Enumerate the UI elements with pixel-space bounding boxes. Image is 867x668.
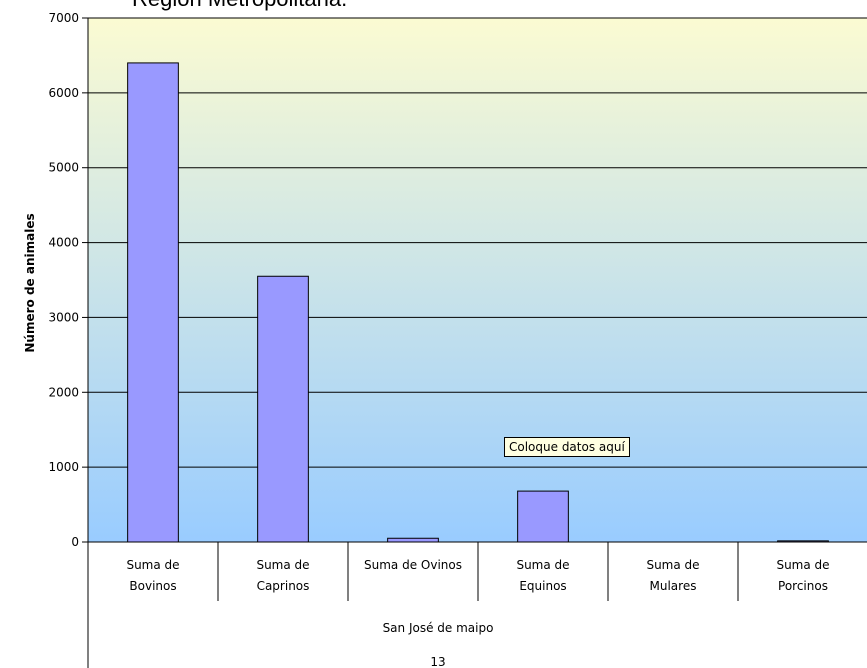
- plot-background: [88, 18, 867, 542]
- category-label: Suma de: [516, 558, 569, 572]
- category-label: Suma de: [776, 558, 829, 572]
- category-label: Caprinos: [257, 579, 310, 593]
- y-tick-label: 5000: [48, 161, 79, 175]
- category-label: Suma de: [646, 558, 699, 572]
- bar: [387, 537, 439, 543]
- category-label: Porcinos: [778, 579, 828, 593]
- group-label: San José de maipo: [383, 621, 494, 635]
- chart-title: Región Metropolitana.: [132, 0, 347, 12]
- y-tick-label: 7000: [48, 11, 79, 25]
- bar: [517, 490, 569, 543]
- category-label: Suma de Ovinos: [364, 558, 462, 572]
- bar: [257, 275, 309, 543]
- category-label: Mulares: [650, 579, 697, 593]
- category-label: Bovinos: [129, 579, 176, 593]
- group-sublabel: 13: [430, 655, 445, 668]
- y-tick-label: 2000: [48, 385, 79, 399]
- category-label: Suma de: [256, 558, 309, 572]
- y-tick-label: 4000: [48, 236, 79, 250]
- y-tick-label: 0: [71, 535, 79, 549]
- y-tick-label: 6000: [48, 86, 79, 100]
- y-tick-label: 3000: [48, 310, 79, 324]
- y-tick-label: 1000: [48, 460, 79, 474]
- category-label: Suma de: [126, 558, 179, 572]
- placeholder-tooltip: Coloque datos aquí: [504, 437, 630, 457]
- bar: [127, 62, 179, 543]
- category-label: Equinos: [519, 579, 566, 593]
- y-axis-label: Número de animales: [23, 213, 37, 353]
